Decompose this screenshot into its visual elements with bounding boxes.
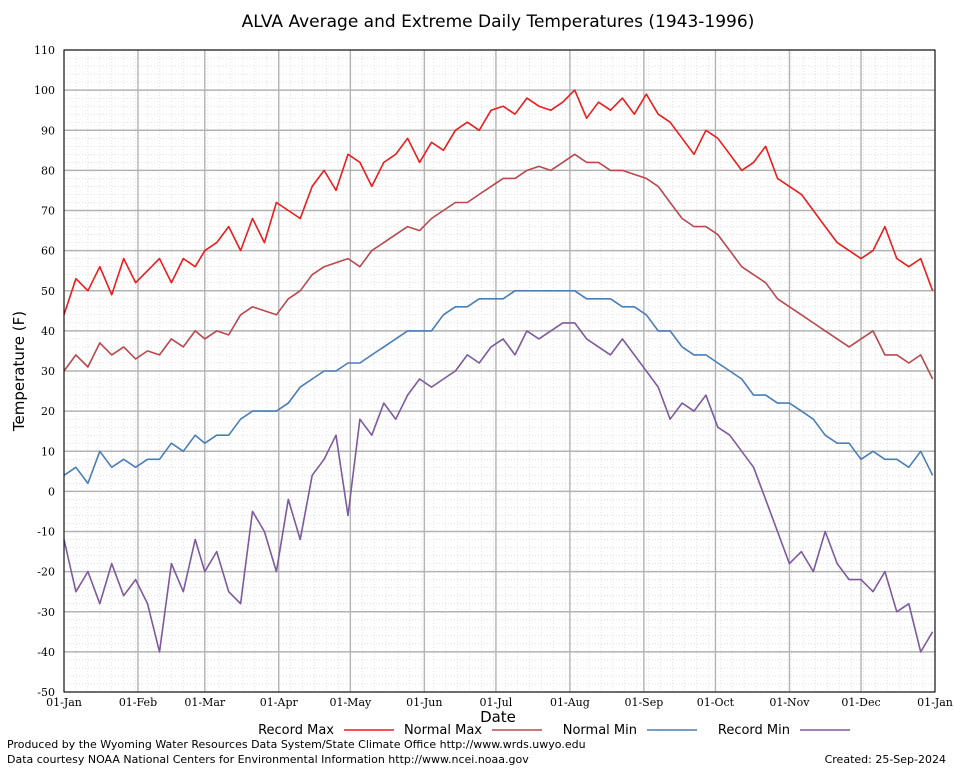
x-tick-label: 01-Dec — [841, 696, 880, 709]
x-tick-label: 01-Jan — [46, 696, 82, 709]
x-tick-label: 01-Feb — [119, 696, 157, 709]
series-line-normal-max — [63, 153, 934, 380]
y-tick-label: 10 — [41, 445, 55, 458]
x-tick-label: 01-Mar — [184, 696, 226, 709]
y-axis-label: Temperature (F) — [10, 311, 28, 432]
y-tick-label: 110 — [34, 44, 55, 57]
y-tick-label: -10 — [37, 526, 55, 539]
y-tick-label: 70 — [41, 205, 55, 218]
series-line-record-max — [63, 89, 934, 316]
major-grid — [63, 49, 936, 693]
series-line-record-min — [63, 322, 934, 653]
legend-label-record-min: Record Min — [718, 723, 790, 738]
y-tick-label: -30 — [37, 606, 55, 619]
legend-label-normal-min: Normal Min — [563, 723, 637, 738]
y-tick-label: 30 — [41, 365, 55, 378]
y-tick-label: 80 — [41, 164, 55, 177]
y-tick-label: 60 — [41, 245, 55, 258]
y-tick-label: 40 — [41, 325, 55, 338]
y-tick-label: 20 — [41, 405, 55, 418]
footer-credit-wrds: Produced by the Wyoming Water Resources … — [7, 738, 586, 751]
x-tick-label: 01-Aug — [550, 696, 590, 709]
x-tick-label: 01-Sep — [624, 696, 663, 709]
legend-label-normal-max: Normal Max — [404, 723, 482, 738]
x-tick-label: 01-Jun — [406, 696, 442, 709]
series-line-normal-min — [63, 289, 934, 485]
y-tick-label: -20 — [37, 566, 55, 579]
y-axis: -50 -40 -30 -20 -10 0 10 20 30 40 50 60 70 80 90 100 110 — [34, 44, 55, 699]
legend-label-record-max: Record Max — [258, 723, 334, 738]
chart-title: ALVA Average and Extreme Daily Temperatu… — [242, 12, 755, 32]
footer-credit-noaa: Data courtesy NOAA National Centers for … — [7, 753, 529, 766]
footer-created-date: Created: 25-Sep-2024 — [824, 753, 946, 766]
x-axis-label: Date — [480, 708, 516, 726]
x-tick-label: 01-Oct — [697, 696, 735, 709]
y-tick-label: 90 — [41, 124, 55, 137]
y-tick-label: -50 — [37, 686, 55, 699]
x-axis: 01-Jan 01-Feb 01-Mar 01-Apr 01-May 01-Jun 01-J… — [46, 696, 953, 709]
y-tick-label: 0 — [48, 485, 55, 498]
x-tick-label: 01-Nov — [769, 696, 810, 709]
plot-frame — [63, 49, 936, 693]
x-tick-label: 01-Jul — [480, 696, 513, 709]
x-tick-label: 01-Apr — [260, 696, 299, 709]
legend: Record Max Normal Max Normal Min Record Min — [258, 723, 850, 738]
series-layer — [63, 89, 934, 653]
y-tick-label: 50 — [41, 285, 55, 298]
x-tick-label: 01-May — [329, 696, 372, 709]
x-tick-label: 01-Jan — [917, 696, 953, 709]
y-tick-label: -40 — [37, 646, 55, 659]
y-tick-label: 100 — [34, 84, 55, 97]
